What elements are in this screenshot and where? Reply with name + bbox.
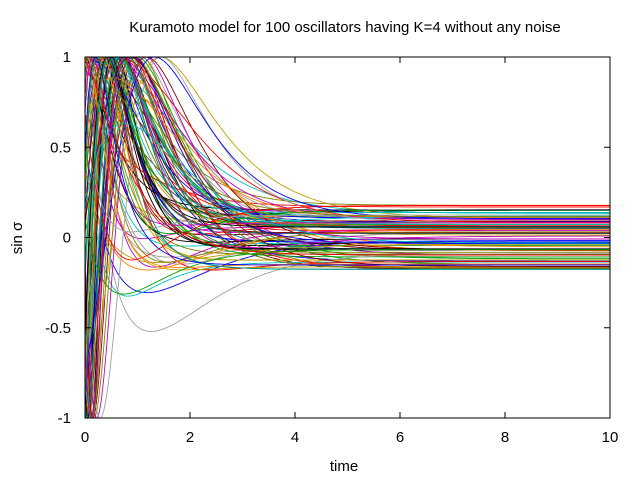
oscillator-line (84, 56, 610, 266)
x-tick-label: 2 (186, 429, 194, 446)
oscillator-line (84, 56, 610, 419)
axis-ticks: 0 2 4 6 8 10 -1 -0.5 0 0.5 1 (45, 49, 618, 446)
oscillator-line (84, 65, 610, 218)
oscillator-line (84, 56, 610, 243)
y-tick-label: -0.5 (45, 320, 71, 337)
chart-title: Kuramoto model for 100 oscillators havin… (129, 19, 561, 36)
x-axis-label: time (330, 458, 358, 475)
oscillator-line (84, 56, 610, 370)
oscillator-line (84, 126, 610, 233)
oscillator-line (84, 56, 610, 335)
x-tick-label: 4 (291, 429, 299, 446)
oscillator-line (84, 56, 610, 419)
y-tick-label: 0 (63, 230, 71, 247)
oscillator-line (84, 134, 610, 297)
oscillator-line (84, 77, 610, 219)
oscillator-line (84, 60, 610, 256)
oscillator-line (84, 56, 610, 334)
oscillator-line (84, 56, 610, 271)
oscillator-line (84, 56, 610, 419)
y-axis-label: sin σ (9, 221, 26, 254)
oscillator-line (84, 70, 610, 332)
oscillator-line (84, 56, 610, 419)
oscillator-line (84, 218, 610, 295)
y-tick-label: -1 (58, 410, 71, 427)
oscillator-line (84, 56, 610, 235)
x-tick-label: 8 (501, 429, 509, 446)
y-tick-label: 1 (63, 49, 71, 66)
y-tick-label: 0.5 (50, 139, 71, 156)
oscillator-line (84, 56, 610, 419)
oscillator-line (84, 56, 610, 401)
oscillator-series-group (84, 56, 610, 419)
x-tick-label: 0 (81, 429, 89, 446)
oscillator-line (84, 56, 610, 335)
oscillator-line (84, 56, 610, 336)
x-tick-label: 6 (396, 429, 404, 446)
oscillator-line (84, 56, 610, 385)
oscillator-line (84, 168, 610, 271)
x-tick-label: 10 (602, 429, 619, 446)
oscillator-line (84, 56, 610, 226)
oscillator-line (84, 56, 610, 267)
oscillator-line (84, 123, 610, 244)
